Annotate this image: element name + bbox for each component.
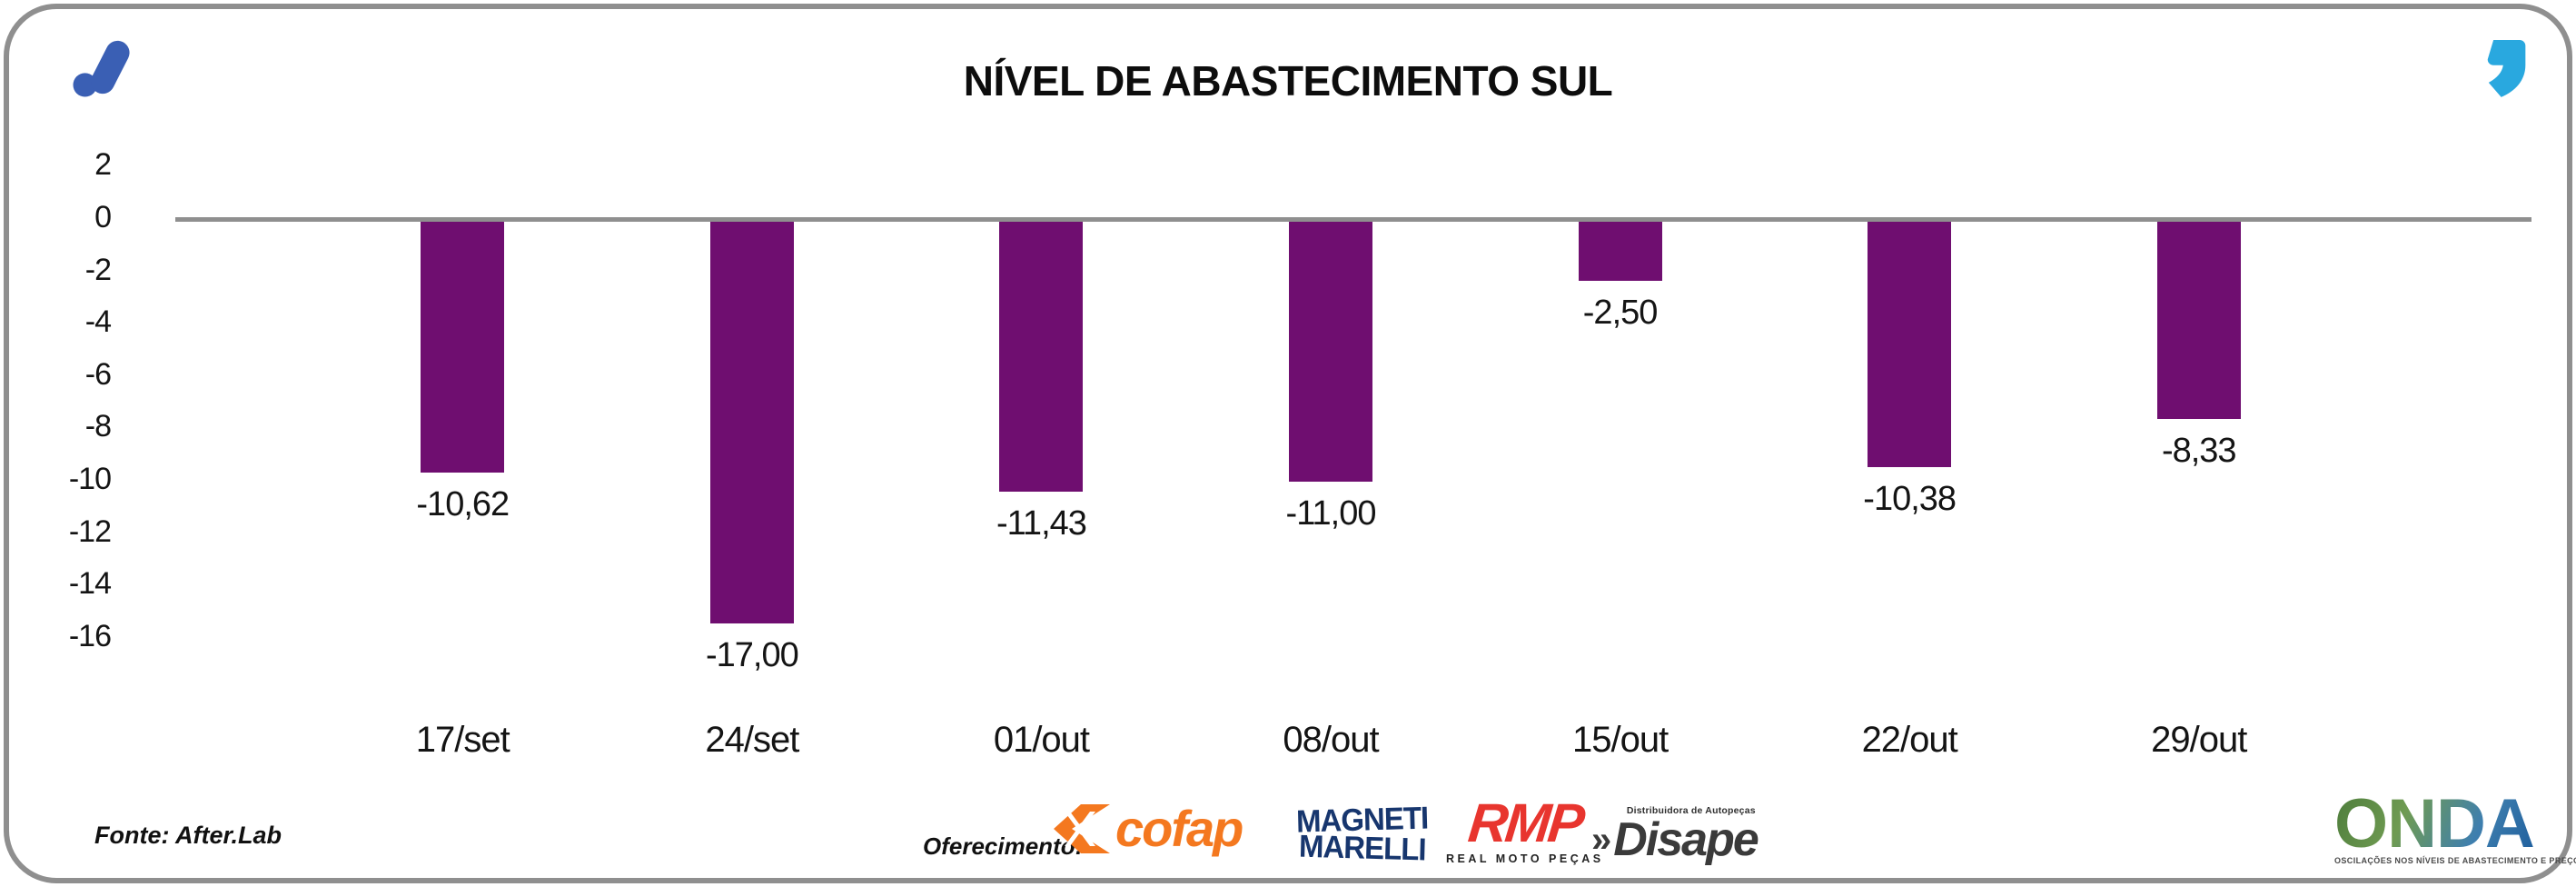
bar [999,222,1084,492]
onda-logo: ONDA OSCILAÇÕES NOS NÍVEIS DE ABASTECIME… [2334,785,2576,866]
rmp-subtitle: REAL MOTO PEÇAS [1446,852,1604,865]
disape-wordmark: Disape [1613,813,1759,866]
bar-column: -11,43 [897,222,1186,543]
x-axis: 17/set 24/set 01/out 08/out 15/out 22/out 29/o… [318,720,2343,761]
disape-chevrons-icon: » [1591,820,1612,860]
bar-column: -10,38 [1765,222,2055,519]
x-axis-label: 01/out [993,720,1090,760]
cofap-arrow-icon [1054,804,1110,853]
disape-logo: Distribuidora de Autopeças » Disape [1591,805,1759,866]
x-axis-label: 29/out [2151,720,2247,760]
x-axis-label: 08/out [1283,720,1379,760]
onda-wordmark: ONDA [2334,785,2535,862]
rounded-card: NÍVEL DE ABASTECIMENTO SUL 2 0 -2 -4 -6 -8 -10… [4,4,2576,883]
rmp-wordmark: RMP [1465,792,1585,853]
quote-mark-icon [2487,40,2526,97]
y-tick-label: -6 [84,356,112,392]
x-axis-label: 22/out [1861,720,1958,760]
bar-value-label: -10,62 [416,485,510,523]
x-axis-label: 15/out [1571,720,1669,760]
y-tick-label: -2 [84,252,112,287]
x-axis-label: 24/set [705,720,799,760]
bar-value-label: -11,00 [1285,494,1377,533]
y-tick-label: -8 [84,409,112,444]
bar-value-label: -8,33 [2161,432,2237,470]
y-tick-label: -4 [84,304,112,340]
bar-value-label: -2,50 [1582,294,1659,332]
bar [2156,222,2241,419]
y-tick-label: -16 [68,618,112,653]
bar-value-label: -11,43 [996,504,1087,543]
disape-tagline: Distribuidora de Autopeças [1626,805,1756,816]
after-lab-logo-icon [73,40,130,97]
chart-title: NÍVEL DE ABASTECIMENTO SUL [963,57,1613,105]
bar [1578,222,1662,281]
bar-value-label: -10,38 [1863,480,1957,518]
cofap-logo: cofap [1054,800,1243,857]
bars-row: -10,62 -17,00 -11,43 -11,00 -2,50 -10,38 -8,33 [318,222,2343,675]
source-note: Fonte: After.Lab [94,822,282,849]
bar-column: -11,00 [1186,222,1476,533]
bar-column: -8,33 [2054,222,2343,471]
sponsor-label: Oferecimento: [923,832,1084,860]
zero-baseline [175,217,2531,222]
bar [1289,222,1373,482]
rmp-logo: RMP REAL MOTO PEÇAS [1446,792,1604,865]
y-tick-label: -10 [68,462,112,496]
bar [709,222,794,623]
y-tick-label: -12 [68,513,112,549]
bar-column: -10,62 [318,222,608,524]
onda-tagline: OSCILAÇÕES NOS NÍVEIS DE ABASTECIMENTO E… [2334,856,2576,865]
y-tick-label: 0 [94,200,112,234]
bar-column: -17,00 [608,222,897,675]
y-tick-label: 2 [94,147,112,183]
bar [1868,222,1952,467]
bar-value-label: -17,00 [705,636,799,674]
magneti-line2: MARELLI [1298,828,1427,867]
magneti-marelli-logo: MAGNETI MARELLI [1296,800,1429,867]
bar-column: -2,50 [1475,222,1765,333]
bar [421,222,505,473]
y-tick-label: -14 [68,566,112,602]
x-axis-label: 17/set [415,720,510,760]
cofap-wordmark: cofap [1115,800,1243,857]
